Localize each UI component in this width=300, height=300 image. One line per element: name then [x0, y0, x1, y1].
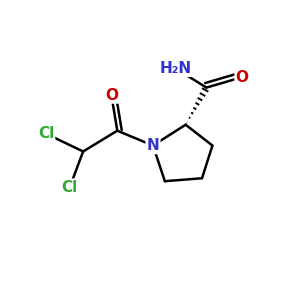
Text: H₂N: H₂N [159, 61, 191, 76]
Text: Cl: Cl [61, 180, 78, 195]
Text: Cl: Cl [38, 126, 54, 141]
Text: N: N [147, 138, 159, 153]
Text: O: O [105, 88, 118, 103]
Text: O: O [236, 70, 249, 85]
